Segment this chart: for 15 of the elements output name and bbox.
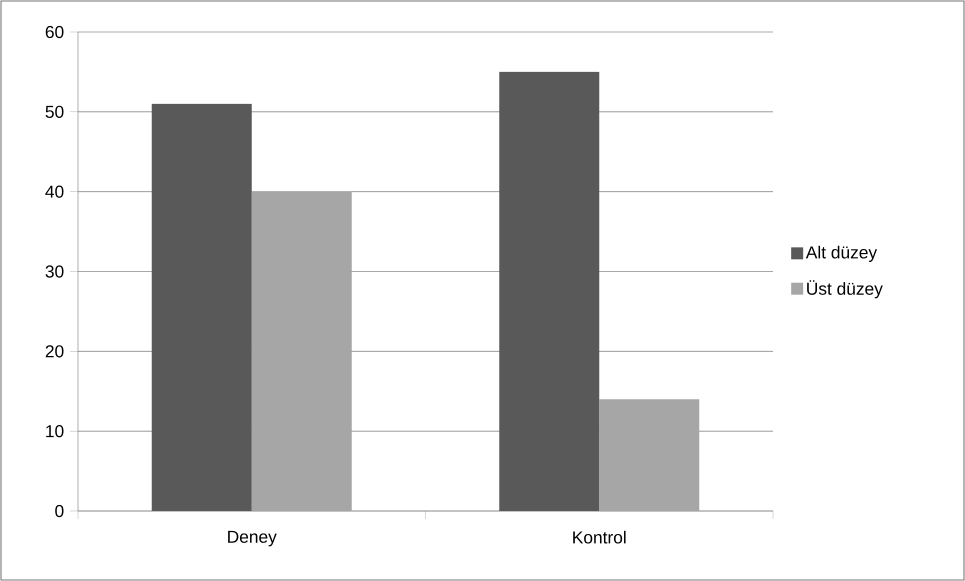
y-tick-label: 40 [45, 186, 64, 198]
bar [499, 72, 600, 511]
bar [599, 399, 700, 511]
y-tick-label: 0 [55, 504, 64, 518]
legend-label: Üst düzey [807, 280, 883, 298]
x-tick-label: Deney [228, 530, 277, 546]
y-tick-label: 60 [46, 26, 64, 38]
legend-label: Alt düzey [806, 246, 878, 262]
x-tick-label: Kontrol [573, 530, 626, 544]
bar [152, 104, 252, 511]
bar [252, 192, 352, 511]
y-tick-label: 50 [46, 106, 64, 118]
y-tick-label: 30 [46, 265, 64, 278]
y-tick-label: 10 [46, 425, 64, 438]
y-tick-label: 20 [46, 345, 64, 358]
